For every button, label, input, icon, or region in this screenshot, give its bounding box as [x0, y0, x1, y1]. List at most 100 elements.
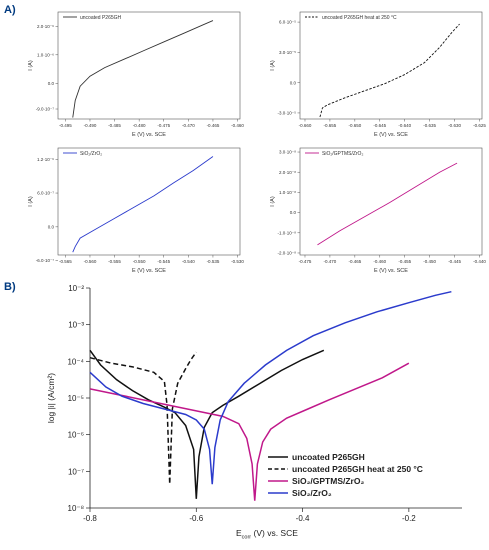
y-tick-label: -1.0·10⁻⁸	[277, 230, 296, 235]
y-axis-label: log |i| (A/cm²)	[46, 373, 56, 423]
series-line	[89, 290, 452, 485]
x-axis-label-sub: corr	[242, 535, 252, 541]
y-tick-label: 10⁻⁶	[68, 431, 84, 440]
y-axis-label: I (A)	[28, 60, 34, 71]
legend-label: uncoated P265GH	[292, 452, 365, 462]
y-tick-label: -2.0·10⁻⁸	[277, 251, 296, 256]
x-tick-label: -0.495	[59, 123, 72, 128]
x-tick-label: -0.645	[373, 123, 386, 128]
x-tick-label: -0.450	[423, 259, 436, 264]
legend-label: uncoated P265GH	[80, 15, 122, 21]
x-tick-label: -0.475	[157, 123, 170, 128]
legend-label: SiO₂/GPTMS/ZrO₂	[292, 476, 364, 486]
x-tick-label: -0.465	[207, 123, 220, 128]
x-tick-label: -0.555	[108, 259, 121, 264]
y-tick-label: 10⁻⁵	[68, 394, 84, 403]
x-tick-label: -0.640	[398, 123, 411, 128]
series-line	[89, 362, 410, 501]
plot-frame	[57, 147, 241, 256]
series-line	[319, 23, 460, 118]
y-tick-label: 2.0·10⁻⁸	[279, 170, 296, 175]
series-line	[72, 156, 214, 253]
x-tick-label: -0.625	[473, 123, 486, 128]
x-tick-label: -0.540	[182, 259, 195, 264]
y-tick-label: 2.0·10⁻⁶	[37, 24, 54, 29]
y-tick-label: 0.0	[48, 81, 55, 86]
chart-panel-a-3: -0.565 -0.560 -0.555 -0.550 -0.545 -0.540 -0.5…	[28, 147, 244, 274]
y-axis-label: I (A)	[270, 196, 276, 207]
x-axis-label: E (V) vs. SCE	[374, 268, 408, 274]
plot-frame	[299, 147, 483, 256]
chart-panel-b: -0.8 -0.6 -0.4 -0.2 10⁻⁸ 10⁻⁷ 10⁻⁶ 10⁻⁵ 10⁻⁴ 10⁻³…	[46, 284, 462, 541]
x-tick-label: -0.490	[84, 123, 97, 128]
legend-label: uncoated P265GH heat at 250 °C	[292, 464, 423, 474]
x-tick-label: -0.660	[299, 123, 312, 128]
x-axis-label: Ecorr (V) vs. SCE	[236, 528, 298, 541]
series-line	[89, 349, 325, 499]
x-tick-label: -0.475	[299, 259, 312, 264]
y-tick-label: -3.0·10⁻⁵	[278, 111, 297, 116]
y-tick-label: -9.0·10⁻⁷	[36, 107, 55, 112]
panel-label-b: B)	[4, 281, 16, 293]
x-tick-label: -0.655	[324, 123, 337, 128]
x-tick-label: -0.460	[373, 259, 386, 264]
x-tick-label: -0.635	[423, 123, 436, 128]
panel-label-a: A)	[4, 4, 16, 16]
y-tick-label: 6.0·10⁻⁷	[37, 191, 54, 196]
x-tick-label: -0.480	[133, 123, 146, 128]
legend-label: SiO₂/ZrO₂	[292, 488, 332, 498]
y-tick-label: 0.0	[290, 210, 297, 215]
chart-panel-a-4: -0.475 -0.470 -0.465 -0.460 -0.455 -0.450 -0.4…	[270, 147, 486, 274]
x-tick-label: -0.650	[348, 123, 361, 128]
y-axis-label: I (A)	[28, 196, 34, 207]
series-line	[317, 162, 458, 246]
x-tick-label: -0.460	[231, 123, 244, 128]
x-tick-label: -0.630	[448, 123, 461, 128]
y-tick-label: -6.0·10⁻⁷	[36, 258, 55, 263]
series-line	[72, 20, 214, 118]
y-tick-label: 0.0	[290, 80, 297, 85]
x-tick-label: -0.2	[402, 514, 416, 523]
x-tick-label: -0.470	[324, 259, 337, 264]
y-tick-label: 3.0·10⁻⁵	[279, 50, 296, 55]
y-tick-label: 10⁻³	[68, 321, 84, 330]
x-tick-label: -0.445	[448, 259, 461, 264]
y-tick-label: 10⁻⁸	[68, 504, 85, 513]
x-tick-label: -0.465	[348, 259, 361, 264]
legend-label: SiO₂/GPTMS/ZrO₂	[322, 151, 363, 157]
x-tick-label: -0.6	[189, 514, 203, 523]
x-tick-label: -0.4	[296, 514, 310, 523]
x-tick-label: -0.545	[157, 259, 170, 264]
x-axis-label: E (V) vs. SCE	[132, 132, 166, 138]
x-axis-label: E (V) vs. SCE	[374, 132, 408, 138]
y-tick-label: 0.0	[48, 224, 55, 229]
x-tick-label: -0.485	[108, 123, 121, 128]
x-axis-label-main: E	[236, 528, 242, 538]
y-tick-label: 10⁻²	[68, 284, 84, 293]
y-tick-label: 1.0·10⁻⁶	[37, 52, 54, 57]
chart-panel-a-2: -0.660 -0.655 -0.650 -0.645 -0.640 -0.635 -0.6…	[270, 11, 486, 138]
y-tick-label: 10⁻⁴	[67, 357, 84, 366]
x-tick-label: -0.440	[473, 259, 486, 264]
x-tick-label: -0.470	[182, 123, 195, 128]
chart-panel-a-1: -0.495 -0.490 -0.485 -0.480 -0.475 -0.470 -0.4…	[28, 11, 244, 138]
y-tick-label: 10⁻⁷	[68, 467, 84, 476]
x-tick-label: -0.565	[59, 259, 72, 264]
x-axis-label: E (V) vs. SCE	[132, 268, 166, 274]
legend-label: SiO₂/ZrO₂	[80, 151, 102, 157]
x-tick-label: -0.535	[207, 259, 220, 264]
x-tick-label: -0.8	[83, 514, 97, 523]
x-tick-label: -0.550	[133, 259, 146, 264]
x-tick-label: -0.455	[398, 259, 411, 264]
x-tick-label: -0.560	[84, 259, 97, 264]
plot-frame	[299, 11, 483, 120]
x-tick-label: -0.530	[231, 259, 244, 264]
plot-frame	[57, 11, 241, 120]
y-tick-label: 6.0·10⁻⁵	[279, 20, 296, 25]
y-axis-label: I (A)	[270, 60, 276, 71]
y-tick-label: 3.0·10⁻⁸	[279, 150, 296, 155]
x-axis-label-rest: (V) vs. SCE	[251, 528, 298, 538]
legend-label: uncoated P265GH heat at 250 °C	[322, 15, 397, 21]
